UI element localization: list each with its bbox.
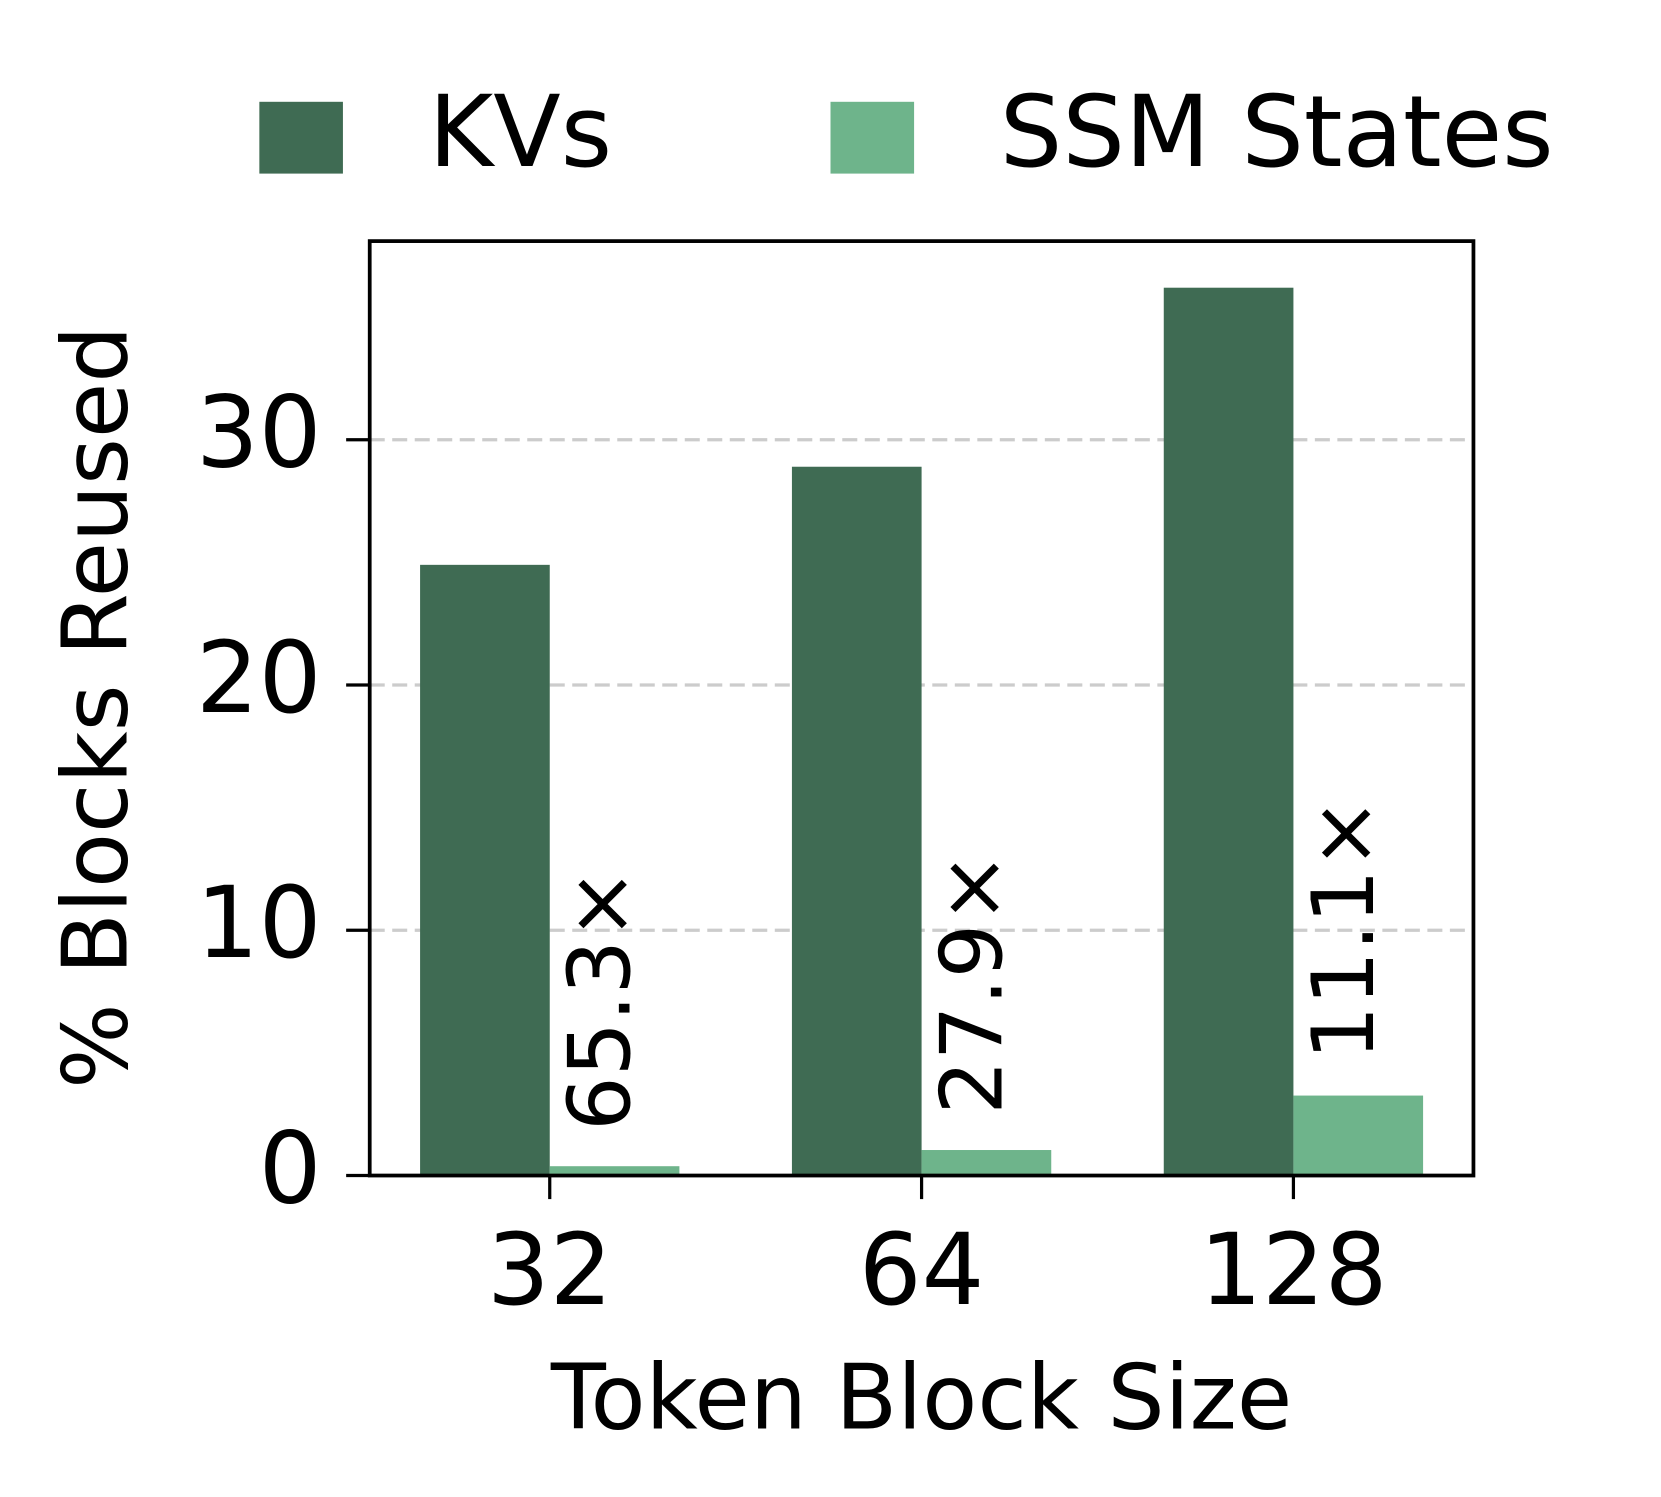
bar <box>1163 287 1294 1176</box>
y-axis-label: % Blocks Reused <box>44 326 149 1089</box>
bar-annotation: 65.3× <box>550 868 650 1131</box>
y-tick-label: 30 <box>196 376 321 491</box>
plot-frame <box>367 239 1476 1178</box>
legend-swatch <box>259 101 343 174</box>
bar <box>420 564 550 1176</box>
bar <box>791 466 922 1176</box>
bar <box>549 1166 680 1176</box>
x-tick-label: 64 <box>859 1213 984 1328</box>
x-tick-label: 32 <box>487 1213 612 1328</box>
bar <box>921 1150 1052 1176</box>
legend-label: SSM States <box>1000 75 1554 190</box>
legend-label: KVs <box>429 75 612 190</box>
x-tick-label: 128 <box>1199 1213 1387 1328</box>
bar-annotation: 27.9× <box>922 852 1022 1115</box>
y-tick-label: 20 <box>196 621 321 736</box>
bar <box>1293 1095 1424 1176</box>
legend-swatch <box>830 101 915 174</box>
y-tick-label: 10 <box>196 866 321 981</box>
y-tick-label: 0 <box>259 1111 322 1226</box>
bar-annotation: 11.1× <box>1294 798 1394 1061</box>
x-axis-label: Token Block Size <box>550 1346 1292 1451</box>
